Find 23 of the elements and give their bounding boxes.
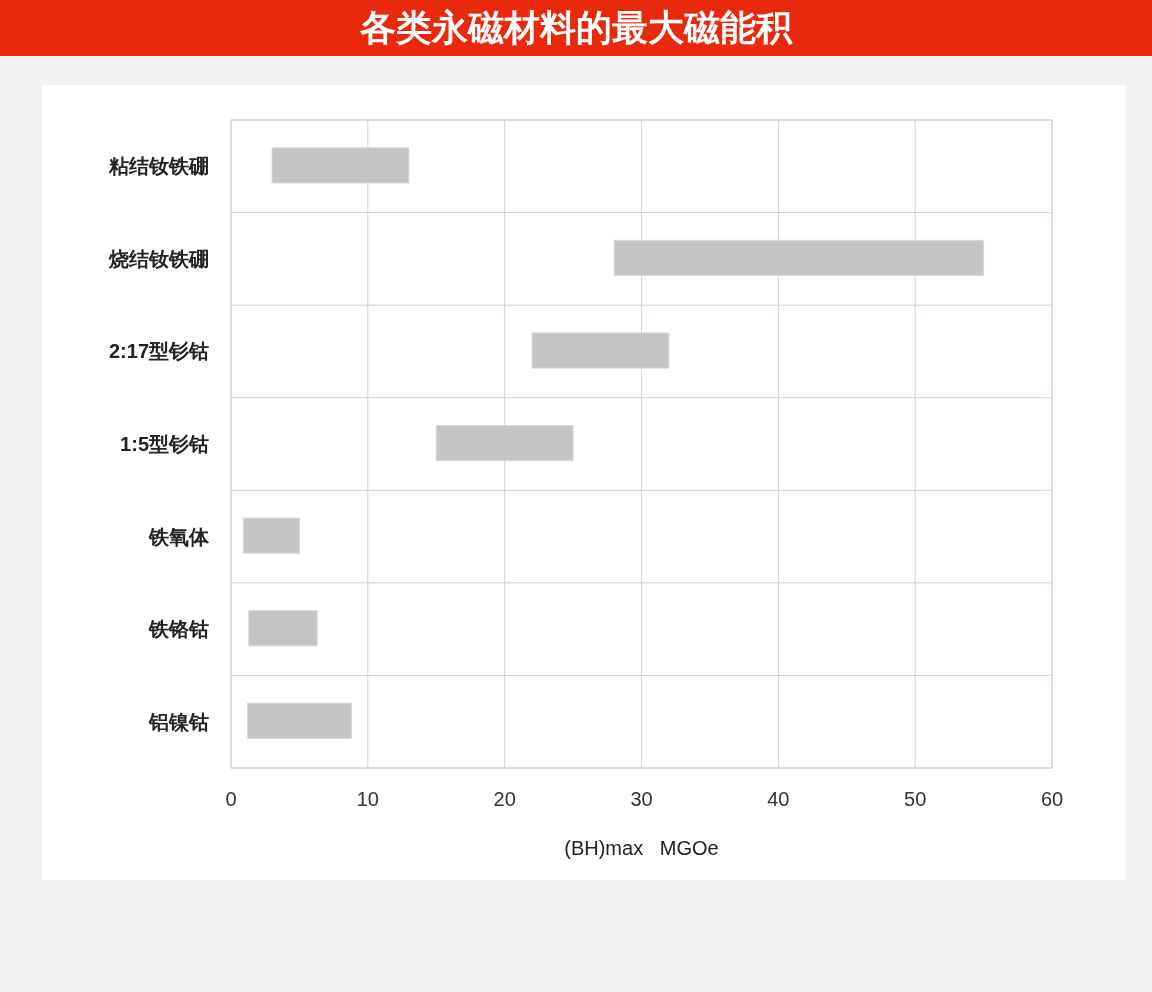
y-tick-label: 铝镍钴 xyxy=(148,710,209,733)
y-tick-label: 烧结钕铁硼 xyxy=(108,247,209,270)
x-axis-title: (BH)max MGOe xyxy=(564,837,719,859)
x-tick-label: 30 xyxy=(630,788,653,810)
x-tick-label: 50 xyxy=(904,788,927,810)
y-tick-label: 铁铬钴 xyxy=(148,618,209,641)
bar xyxy=(613,239,985,277)
bar xyxy=(248,610,318,647)
bar xyxy=(531,332,670,369)
bar xyxy=(435,424,574,462)
x-tick-label: 60 xyxy=(1040,788,1064,810)
bar xyxy=(246,702,352,739)
bar xyxy=(242,517,300,554)
bar xyxy=(271,147,410,184)
x-tick-label: 40 xyxy=(767,788,790,810)
y-tick-label: 铁氧体 xyxy=(148,525,210,548)
y-tick-label: 粘结钕铁硼 xyxy=(108,155,209,178)
x-tick-label: 20 xyxy=(493,788,516,810)
chart-title: 各类永磁材料的最大磁能积 xyxy=(359,7,793,48)
y-tick-label: 2:17型钐钴 xyxy=(108,340,209,363)
x-tick-label: 0 xyxy=(225,788,237,810)
y-tick-label: 1:5型钐钴 xyxy=(120,433,209,455)
x-tick-label: 10 xyxy=(356,788,379,810)
